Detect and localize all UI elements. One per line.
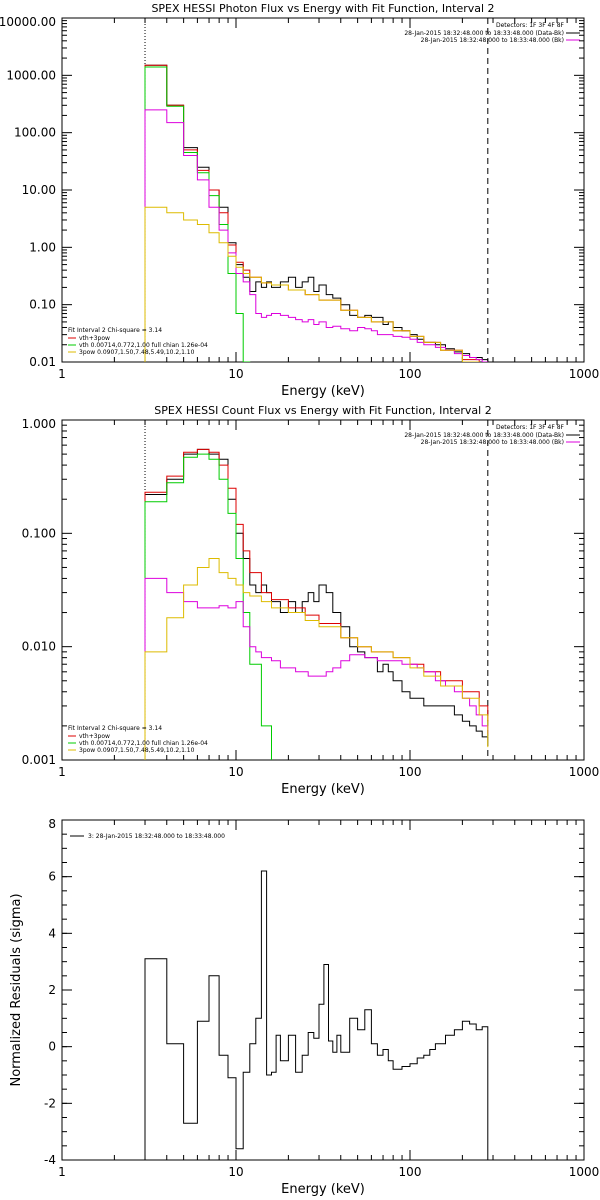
x-tick-label: 10	[228, 765, 243, 779]
fit-legend-entry: vth+3pow	[79, 335, 110, 342]
y-tick-label: -2	[44, 1096, 56, 1110]
series-1-line	[144, 64, 480, 362]
series-3-line	[144, 577, 489, 760]
x-tick-label: 10	[228, 367, 243, 381]
fit-legend-entry: vth 0.00714,0.772,1.00 full chian 1.26e-…	[79, 740, 208, 747]
plot-frame	[61, 419, 585, 761]
plot-frame	[61, 819, 585, 1161]
x-tick-label: 1	[58, 765, 66, 779]
y-tick-label: -4	[44, 1153, 56, 1167]
photon-flux-chart: SPEX HESSI Photon Flux vs Energy with Fi…	[0, 2, 599, 399]
y-tick-label: 4	[48, 926, 56, 940]
x-tick-label: 100	[399, 367, 422, 381]
y-tick-label: 6	[48, 870, 56, 884]
y-tick-label: 0.10	[29, 298, 56, 312]
plot-area	[144, 870, 489, 1160]
x-tick-label: 100	[399, 1165, 422, 1179]
chart-title: SPEX HESSI Count Flux vs Energy with Fit…	[154, 404, 491, 417]
fit-legend-entry: vth 0.00714,0.772,1.00 full chian 1.26e-…	[79, 342, 208, 349]
series-3-line	[144, 109, 488, 362]
series-0-line	[144, 870, 489, 1160]
y-tick-label: 1000.00	[6, 68, 56, 82]
fit-legend-entry: 3pow 0.0907,1.50,7.48,5.49,10.2,1.10	[79, 747, 195, 754]
fit-legend-header: Fit Interval 2 Chi-square = 3.14	[68, 327, 162, 334]
count-flux-chart: SPEX HESSI Count Flux vs Energy with Fit…	[22, 404, 600, 797]
legend-entry: 28-Jan-2015 18:32:48.000 to 18:33:48.000…	[404, 30, 564, 37]
plot-frame	[61, 17, 585, 363]
fit-legend-entry: 3pow 0.0907,1.50,7.48,5.49,10.2,1.10	[79, 349, 195, 356]
y-tick-label: 8	[48, 817, 56, 831]
chart-title: SPEX HESSI Photon Flux vs Energy with Fi…	[151, 2, 494, 15]
x-tick-label: 1000	[569, 765, 600, 779]
y-tick-label: 0.01	[29, 355, 56, 369]
plot-area	[144, 420, 489, 760]
y-tick-label: 1.000	[22, 417, 56, 431]
series-2-line	[144, 453, 272, 760]
y-axis-label: Normalized Residuals (sigma)	[9, 893, 24, 1086]
x-tick-label: 1000	[569, 367, 600, 381]
y-tick-label: 0.010	[22, 640, 56, 654]
x-tick-label: 100	[399, 765, 422, 779]
x-tick-label: 1	[58, 367, 66, 381]
y-tick-label: 0.100	[22, 526, 56, 540]
legend-entry: 28-Jan-2015 18:32:48.000 to 18:33:48.000…	[421, 37, 564, 44]
x-tick-label: 10	[228, 1165, 243, 1179]
y-tick-label: 100.00	[14, 126, 56, 140]
fit-legend-entry: vth+3pow	[79, 733, 110, 740]
x-tick-label: 1000	[569, 1165, 600, 1179]
legend-detectors: Detectors: 1F 3F 4F 8F	[496, 424, 565, 431]
y-tick-label: 10.00	[22, 183, 56, 197]
x-axis-label: Energy (keV)	[281, 384, 365, 399]
y-tick-label: 2	[48, 983, 56, 997]
series-0-line	[144, 64, 489, 362]
y-tick-label: 10000.00	[0, 15, 56, 29]
legend-detectors: Detectors: 1F 3F 4F 8F	[496, 22, 565, 29]
x-axis-label: Energy (keV)	[281, 1182, 365, 1197]
legend-entry: 3: 28-Jan-2015 18:32:48.000 to 18:33:48.…	[88, 833, 225, 840]
y-tick-label: 1.00	[29, 240, 56, 254]
x-tick-label: 1	[58, 1165, 66, 1179]
fit-legend-header: Fit Interval 2 Chi-square = 3.14	[68, 725, 162, 732]
series-0-line	[144, 448, 489, 760]
series-4-line	[144, 558, 489, 760]
plot-area	[144, 18, 489, 362]
series-1-line	[144, 448, 489, 760]
y-tick-label: 0	[48, 1040, 56, 1054]
residuals-chart: 1 10 100 1000 8 6 4 2 0 -2 -4 Energy (keV) Normalize…	[9, 817, 599, 1197]
series-4-line	[144, 206, 480, 362]
legend-entry: 28-Jan-2015 18:32:48.000 to 18:33:48.000…	[421, 439, 564, 446]
x-axis-label: Energy (keV)	[281, 782, 365, 797]
y-tick-label: 0.001	[22, 753, 56, 767]
series-2-line	[144, 66, 251, 362]
legend-entry: 28-Jan-2015 18:32:48.000 to 18:33:48.000…	[404, 432, 564, 439]
